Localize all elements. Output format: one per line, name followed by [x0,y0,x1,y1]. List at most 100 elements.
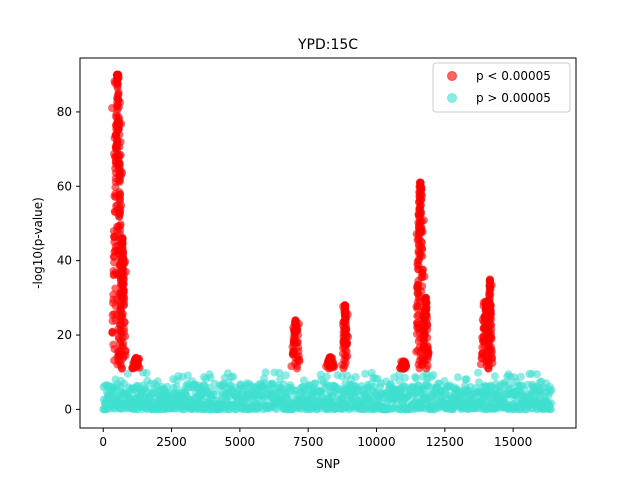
scatter-point-significant [416,178,425,187]
y-tick-label: 80 [57,105,72,119]
scatter-point-significant [115,160,124,169]
scatter-point-significant [116,313,125,322]
scatter-point-significant [116,171,124,180]
scatter-point-significant [419,343,428,352]
scatter-point-significant [484,329,493,338]
scatter-point-significant [339,338,348,347]
scatter-point-significant [115,350,124,359]
scatter-point-significant [110,232,119,241]
scatter-point-nonsignificant [206,373,215,382]
scatter-point-significant [111,193,120,202]
legend-label-cyan: p > 0.00005 [476,91,551,105]
scatter-point-significant [111,284,120,293]
scatter-point-nonsignificant [299,376,308,385]
scatter-point-significant [413,330,421,338]
scatter-point-nonsignificant [142,369,151,378]
scatter-point-significant [116,220,125,229]
scatter-point-nonsignificant [183,371,192,380]
scatter-point-significant [132,354,141,363]
scatter-point-nonsignificant [429,371,438,379]
legend-marker-red [447,71,457,81]
x-axis-ticks: 0 2500 5000 7500 10000 12500 15000 [99,428,532,449]
points-layer [99,70,556,414]
scatter-point-significant [292,324,301,333]
scatter-point-significant [287,362,296,371]
axes-frame [79,57,577,429]
scatter-point-nonsignificant [532,370,541,379]
scatter-point-significant [485,275,494,284]
legend-box [432,62,571,113]
scatter-point-significant [112,132,121,141]
scatter-point-nonsignificant [453,373,462,382]
scatter-point-significant [476,360,485,369]
scatter-point-nonsignificant [322,372,331,381]
scatter-point-nonsignificant [172,383,181,391]
scatter-point-nonsignificant [412,374,420,383]
scatter-point-significant [414,255,423,264]
scatter-point-significant [412,347,421,356]
scatter-point-significant [483,357,492,366]
legend-label-red: p < 0.00005 [476,69,551,83]
scatter-point-significant [290,331,299,339]
scatter-point-nonsignificant [547,386,556,395]
scatter-point-significant [487,346,496,355]
scatter-point-nonsignificant [204,383,213,392]
scatter-point-significant [111,208,120,217]
scatter-point-nonsignificant [516,372,525,381]
scatter-point-nonsignificant [490,372,499,381]
scatter-point-significant [118,239,127,248]
scatter-point-nonsignificant [229,372,238,381]
scatter-point-nonsignificant [351,372,360,381]
x-tick-label: 2500 [156,435,187,449]
scatter-point-significant [343,352,352,361]
scatter-point-significant [111,152,120,161]
scatter-point-nonsignificant [547,399,556,408]
scatter-point-significant [108,328,117,337]
scatter-point-significant [413,298,422,307]
x-tick-label: 10000 [357,435,395,449]
scatter-point-significant [420,318,429,327]
scatter-point-significant [117,275,125,284]
scatter-point-significant [116,226,125,235]
scatter-point-significant [342,330,351,339]
x-tick-label: 7500 [293,435,324,449]
y-tick-label: 60 [57,179,72,193]
scatter-point-nonsignificant [462,375,471,384]
scatter-point-nonsignificant [153,377,162,386]
scatter-point-significant [418,268,427,277]
scatter-point-significant [289,340,298,349]
scatter-point-significant [109,295,118,304]
scatter-point-significant [486,313,495,321]
scatter-point-significant [117,253,126,262]
scatter-point-significant [109,340,118,349]
x-tick-label: 5000 [225,435,256,449]
y-axis-ticks: 0 20 40 60 80 [57,105,80,416]
scatter-point-significant [416,184,425,193]
scatter-point-nonsignificant [261,368,270,377]
scatter-point-significant [338,360,347,369]
scatter-point-significant [418,357,427,366]
scatter-point-significant [414,224,423,233]
scatter-point-significant [112,102,121,111]
x-axis-label: SNP [316,457,340,471]
scatter-point-significant [132,360,140,369]
x-tick-label: 0 [99,435,107,449]
scatter-point-significant [413,285,422,293]
scatter-point-nonsignificant [311,379,320,388]
scatter-point-significant [111,177,120,186]
scatter-point-significant [116,305,125,314]
scatter-point-significant [486,301,495,310]
scatter-point-nonsignificant [281,371,290,380]
scatter-point-nonsignificant [275,368,284,377]
chart-title: YPD:15C [297,37,358,53]
scatter-point-nonsignificant [474,368,482,377]
scatter-point-significant [113,118,122,127]
scatter-point-significant [114,90,123,99]
scatter-point-significant [121,347,130,356]
scatter-point-significant [413,312,422,321]
y-tick-label: 0 [64,402,72,416]
scatter-point-significant [291,316,300,325]
scatter-point-significant [108,310,117,319]
